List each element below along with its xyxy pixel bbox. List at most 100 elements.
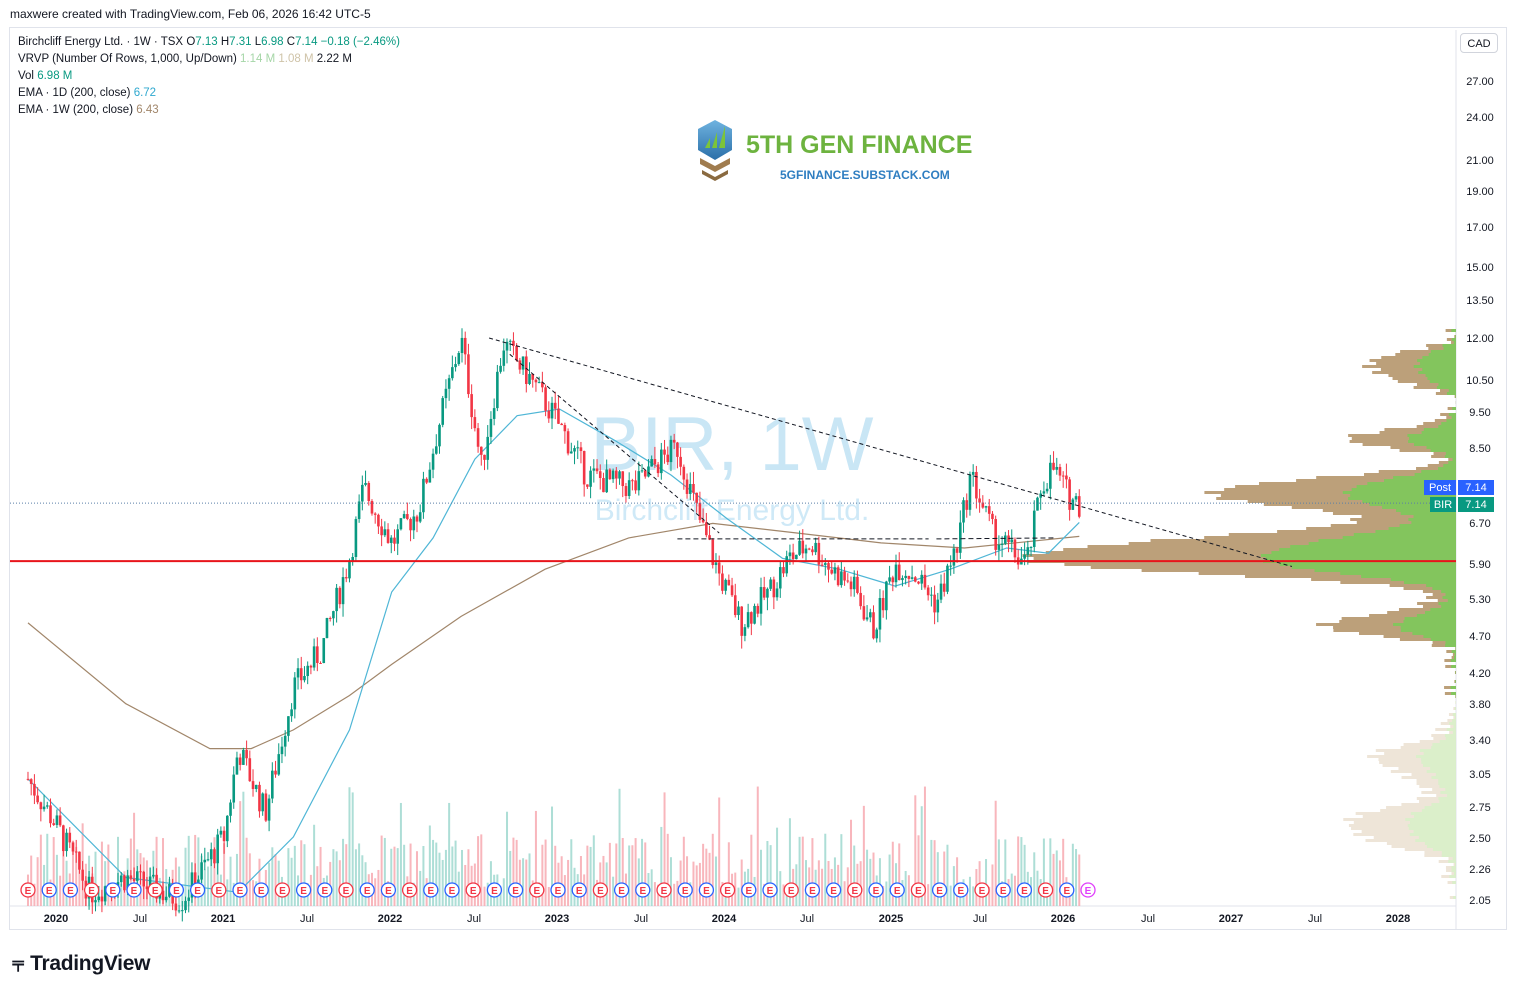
earnings-marker: E	[317, 882, 333, 898]
earnings-label: E	[1042, 886, 1049, 897]
vrvp-row-up	[1413, 365, 1456, 368]
vrvp-row-up	[1431, 746, 1456, 749]
vrvp-row-up	[1400, 629, 1456, 632]
candle-body	[570, 451, 573, 454]
volume-bar	[464, 864, 467, 906]
vrvp-row-total	[1087, 545, 1456, 548]
vrvp-row-up	[1441, 605, 1456, 608]
vrvp-row-total	[1389, 584, 1456, 587]
candle-body	[399, 518, 403, 530]
candle-body	[505, 341, 509, 351]
vrvp-row-total	[1445, 329, 1456, 332]
volume-bar	[393, 846, 396, 906]
volume-bar	[358, 843, 361, 906]
vrvp-row-total	[1417, 602, 1456, 605]
x-tick-label: 2024	[712, 913, 737, 925]
volume-bar	[1075, 849, 1078, 906]
earnings-icon	[338, 882, 354, 898]
candle-body	[856, 576, 859, 593]
legend-vrvp-row[interactable]: VRVP (Number Of Rows, 1,000, Up/Down) 1.…	[18, 51, 400, 68]
y-tick-label: 15.00	[1466, 262, 1494, 274]
volume-bar	[965, 885, 968, 906]
legend-ema-weekly-row[interactable]: EMA · 1W (200, close) 6.43	[18, 102, 400, 119]
candle-body	[746, 612, 750, 628]
vrvp-row-up	[1384, 479, 1456, 482]
vrvp-row-up	[1451, 650, 1456, 653]
currency-button[interactable]: CAD	[1460, 33, 1498, 53]
vrvp-row-total	[1431, 734, 1456, 737]
legend-symbol-row[interactable]: Birchcliff Energy Ltd. · 1W · TSX O7.13 …	[18, 34, 400, 51]
earnings-marker: E	[253, 882, 269, 898]
close-value: 7.14	[295, 36, 318, 48]
earnings-label: E	[661, 886, 668, 897]
vrvp-row-total	[1362, 365, 1456, 368]
volume-bar	[390, 848, 393, 906]
x-tick-label: 2027	[1219, 913, 1243, 925]
vrvp-row-total	[1399, 638, 1456, 641]
volume-bar	[653, 882, 656, 906]
vrvp-row-up	[1418, 371, 1456, 374]
vrvp-row-total	[1435, 392, 1456, 395]
vrvp-row-total	[1436, 794, 1456, 797]
vrvp-row-up	[1421, 470, 1456, 473]
candle-body	[357, 501, 361, 520]
candle-body	[58, 815, 62, 826]
vrvp-row-total	[1398, 767, 1456, 770]
candle-body	[1004, 535, 1007, 544]
candle-body	[550, 402, 554, 419]
vrvp-row-up	[1424, 842, 1456, 845]
vrvp-row-up	[1424, 806, 1456, 809]
volume-bar	[235, 853, 238, 906]
candlesticks	[26, 328, 1081, 922]
earnings-label: E	[449, 886, 456, 897]
vrvp-row-up	[1454, 656, 1456, 659]
tradingview-brand[interactable]: ⫧ TradingView	[12, 951, 150, 977]
volume-bar	[380, 835, 383, 906]
vrvp-row-total	[1263, 503, 1456, 506]
candle-body	[216, 834, 219, 864]
candle-body	[637, 471, 641, 491]
vrvp-row-up	[1452, 458, 1456, 461]
earnings-label: E	[88, 886, 95, 897]
vrvp-row-total	[1433, 452, 1456, 455]
vrvp-row-up	[1403, 620, 1456, 623]
candle-body	[287, 716, 290, 736]
y-tick-label: 24.00	[1466, 112, 1494, 124]
earnings-marker: E	[529, 882, 545, 898]
earnings-label: E	[258, 886, 265, 897]
volume-bar	[788, 818, 791, 906]
candle-body	[705, 522, 708, 536]
volume-bar	[223, 843, 226, 906]
candle-body	[36, 795, 39, 803]
vrvp-row-up	[1399, 524, 1456, 527]
vrvp-row-total	[1033, 557, 1456, 560]
volume-bar	[229, 856, 232, 906]
vrvp-row-total	[1220, 494, 1456, 497]
legend-vol-row[interactable]: Vol 6.98 M	[18, 68, 400, 85]
vrvp-row-total	[1384, 428, 1456, 431]
candle-body	[373, 513, 377, 515]
vrvp-row-up	[1445, 641, 1456, 644]
candle-body	[994, 519, 997, 550]
volume-bar	[708, 852, 711, 906]
volume-bar	[293, 845, 296, 906]
earnings-icon	[253, 882, 269, 898]
volume-bar	[197, 837, 200, 906]
x-tick-label: Jul	[467, 913, 481, 925]
volume-bar	[785, 886, 788, 906]
vrvp-row-up	[1442, 596, 1456, 599]
candle-body	[261, 793, 264, 812]
legend-ema-daily-row[interactable]: EMA · 1D (200, close) 6.72	[18, 85, 400, 102]
vrvp-row-up	[1438, 602, 1456, 605]
candle-body	[807, 548, 811, 550]
vrvp-row-up	[1415, 755, 1456, 758]
candle-body	[840, 571, 843, 586]
candle-body	[843, 571, 846, 581]
candle-body	[71, 842, 75, 852]
vrvp-row-total	[1438, 461, 1456, 464]
vrvp-row-up	[1438, 797, 1456, 800]
vrvp-row-total	[1431, 455, 1456, 458]
vrvp-row-up	[1448, 389, 1456, 392]
candle-body	[766, 588, 769, 598]
